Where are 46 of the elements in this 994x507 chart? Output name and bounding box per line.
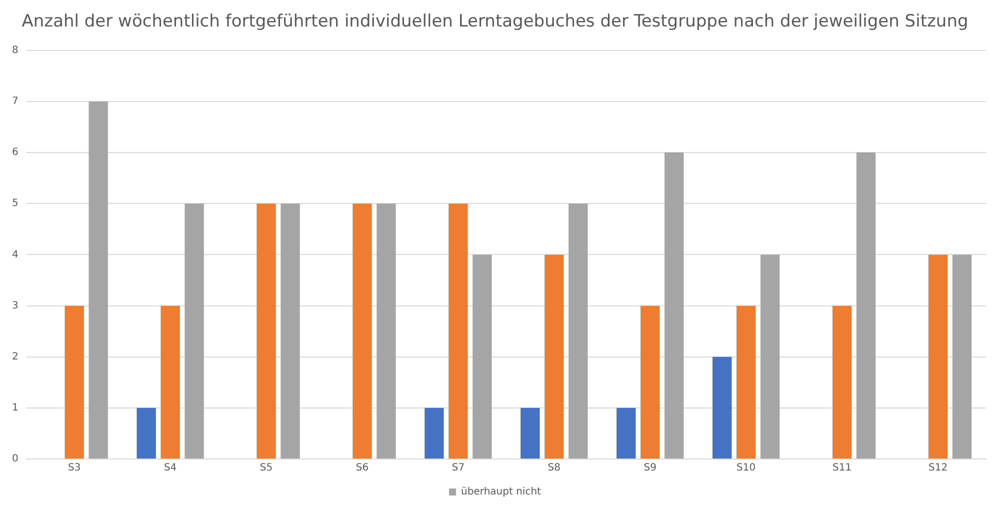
bar bbox=[712, 356, 732, 458]
bar bbox=[376, 204, 396, 458]
x-tick-label: S12 bbox=[928, 462, 948, 474]
y-tick-label: 7 bbox=[12, 96, 18, 108]
bar bbox=[520, 408, 540, 458]
bar bbox=[928, 254, 948, 458]
chart-title: Anzahl der wöchentlich fortgeführten individuellen Lerntagebuches der Testgruppe nach der jeweiligen Sitzung bbox=[22, 12, 968, 32]
bar bbox=[832, 306, 852, 458]
y-tick-label: 8 bbox=[12, 44, 18, 56]
y-tick-label: 6 bbox=[12, 147, 18, 158]
bar bbox=[760, 254, 780, 458]
bar bbox=[568, 204, 588, 458]
x-tick-label: S11 bbox=[832, 462, 852, 474]
bar bbox=[280, 204, 300, 458]
bar bbox=[856, 152, 876, 458]
x-tick-label: S6 bbox=[356, 462, 369, 474]
y-tick-label: 0 bbox=[12, 454, 18, 465]
y-tick-label: 2 bbox=[12, 351, 18, 362]
x-tick-label: S7 bbox=[452, 462, 465, 474]
bar bbox=[88, 101, 108, 458]
bar bbox=[640, 306, 660, 458]
y-tick-label: 5 bbox=[12, 198, 18, 210]
bar bbox=[136, 408, 156, 458]
bar bbox=[616, 408, 636, 458]
y-tick-label: 1 bbox=[12, 402, 18, 414]
bar bbox=[352, 204, 372, 458]
bar bbox=[736, 306, 756, 458]
x-tick-label: S5 bbox=[260, 462, 273, 474]
x-tick-label: S3 bbox=[68, 462, 81, 474]
y-tick-label: 4 bbox=[12, 249, 18, 260]
x-tick-label: S9 bbox=[644, 462, 656, 474]
bar bbox=[160, 306, 180, 458]
bar bbox=[544, 254, 564, 458]
bar bbox=[64, 306, 84, 458]
y-tick-label: 3 bbox=[12, 300, 18, 312]
bar bbox=[664, 152, 684, 458]
x-tick-label: S4 bbox=[164, 462, 177, 474]
bar bbox=[424, 408, 444, 458]
bar bbox=[472, 254, 492, 458]
x-tick-label: S10 bbox=[736, 462, 756, 474]
bar bbox=[256, 204, 276, 458]
legend-label: überhaupt nicht bbox=[461, 486, 542, 498]
bar bbox=[184, 204, 204, 458]
x-tick-label: S8 bbox=[548, 462, 561, 474]
bar bbox=[448, 204, 468, 458]
bar bbox=[952, 254, 972, 458]
